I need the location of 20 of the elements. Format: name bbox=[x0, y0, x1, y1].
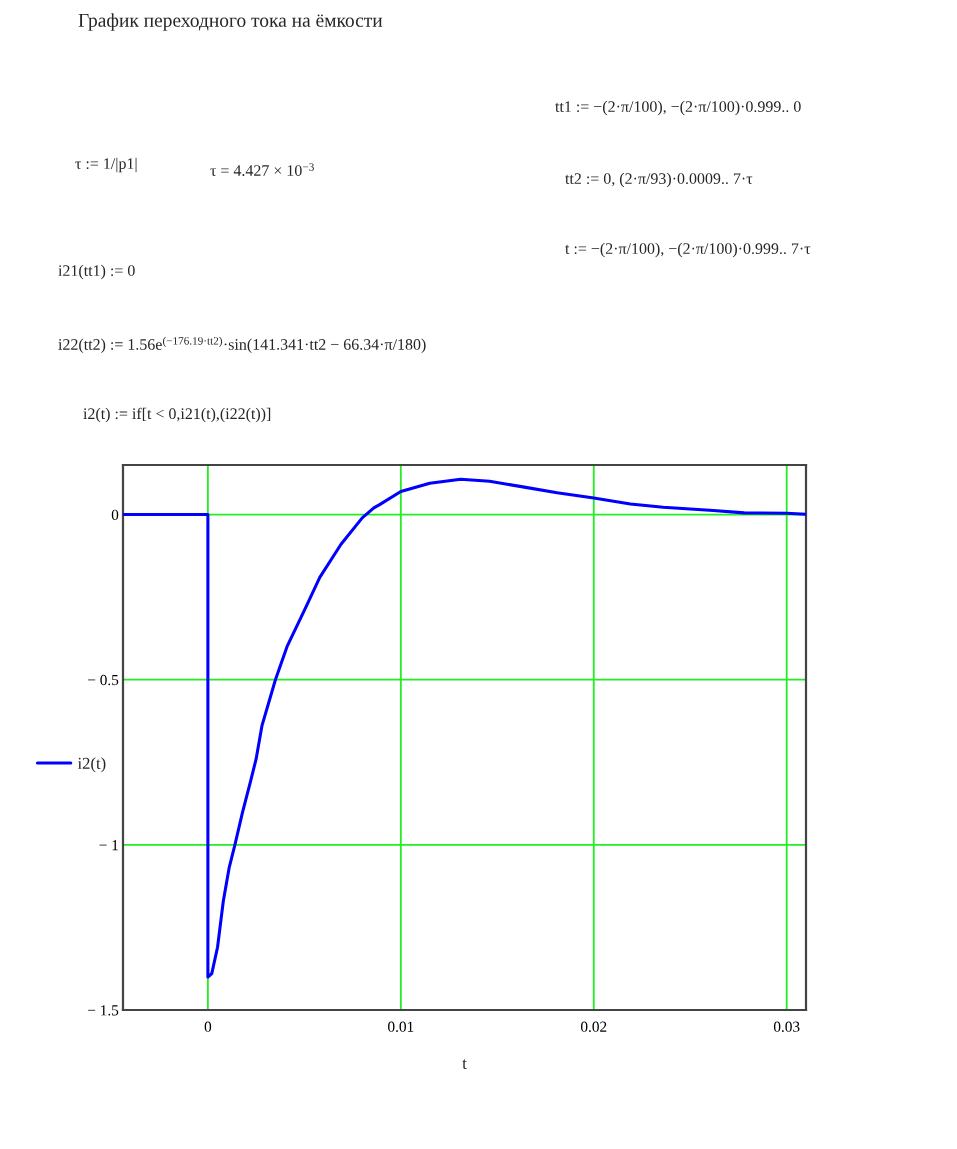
x-tick-label: 0.01 bbox=[388, 1021, 414, 1032]
text: i21(tt1) := 0 bbox=[58, 264, 135, 280]
text: τ := 1/|p1| bbox=[75, 157, 137, 173]
text: tt2 := 0, (2·π/93)·0.0009.. 7·τ bbox=[565, 172, 753, 188]
text: tt1 := −(2·π/100), −(2·π/100)·0.999.. 0 bbox=[555, 100, 801, 116]
text: i2(t) := if[t < 0,i21(t),(i22(t))] bbox=[83, 407, 271, 423]
x-axis-title: t bbox=[462, 1059, 467, 1069]
y-tick-label: − 1 bbox=[99, 840, 118, 851]
chart-title: График переходного тока на ёмкости bbox=[78, 13, 383, 31]
legend-label: i2(t) bbox=[77, 757, 106, 773]
x-tick-label: 0.02 bbox=[580, 1021, 607, 1032]
y-tick-label: 0 bbox=[111, 509, 119, 520]
y-tick-label: − 0.5 bbox=[88, 674, 119, 686]
x-tick-label: 0.03 bbox=[773, 1021, 800, 1032]
text: τ = 4.427 × 10$^{−3}$ bbox=[210, 163, 314, 176]
text: t := −(2·π/100), −(2·π/100)·0.999.. 7·τ bbox=[565, 242, 811, 258]
y-tick-label: − 1.5 bbox=[88, 1005, 119, 1016]
x-tick-label: 0 bbox=[204, 1021, 212, 1032]
line-series bbox=[123, 477, 806, 979]
text: i22(tt2) := 1.56e$^{(−176.19·tt2)}$·sin(141.341·tt2 − 66.34·π/180) bbox=[58, 336, 426, 354]
